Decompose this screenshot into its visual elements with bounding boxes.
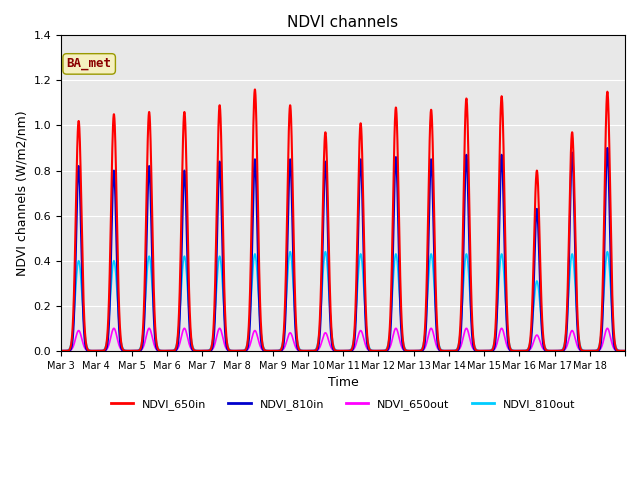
NDVI_650in <box>57 348 65 354</box>
X-axis label: Time: Time <box>328 376 358 389</box>
NDVI_810out <box>415 348 423 353</box>
NDVI_650out <box>604 325 611 331</box>
NDVI_650in <box>501 229 509 235</box>
NDVI_810out <box>173 342 180 348</box>
Line: NDVI_810out: NDVI_810out <box>61 252 625 351</box>
NDVI_650out <box>57 348 65 354</box>
NDVI_650out <box>173 347 180 353</box>
NDVI_650out <box>465 332 473 338</box>
NDVI_810in <box>615 348 623 354</box>
NDVI_650out <box>501 335 509 341</box>
NDVI_810in <box>621 348 629 354</box>
NDVI_810out <box>615 348 623 353</box>
NDVI_810in <box>173 347 180 352</box>
NDVI_650in <box>535 211 543 216</box>
NDVI_650in <box>621 348 629 354</box>
NDVI_810out <box>604 249 611 254</box>
NDVI_650out <box>535 335 543 341</box>
NDVI_810in <box>535 241 543 247</box>
NDVI_650out <box>415 348 423 354</box>
NDVI_650out <box>621 348 629 354</box>
NDVI_810out <box>57 348 65 354</box>
NDVI_650in <box>173 343 180 349</box>
NDVI_810out <box>501 288 509 294</box>
NDVI_810in <box>465 232 473 238</box>
Text: BA_met: BA_met <box>67 58 111 71</box>
NDVI_810out <box>535 288 543 294</box>
NDVI_650in <box>415 348 423 354</box>
NDVI_810out <box>621 348 629 354</box>
NDVI_810in <box>501 264 509 270</box>
NDVI_650in <box>251 86 259 92</box>
NDVI_650in <box>465 192 473 198</box>
Y-axis label: NDVI channels (W/m2/nm): NDVI channels (W/m2/nm) <box>15 110 28 276</box>
NDVI_650in <box>615 348 623 354</box>
NDVI_810in <box>604 145 611 151</box>
NDVI_810in <box>57 348 65 354</box>
Legend: NDVI_650in, NDVI_810in, NDVI_650out, NDVI_810out: NDVI_650in, NDVI_810in, NDVI_650out, NDV… <box>106 395 580 415</box>
Line: NDVI_810in: NDVI_810in <box>61 148 625 351</box>
Line: NDVI_650out: NDVI_650out <box>61 328 625 351</box>
NDVI_810in <box>415 348 423 354</box>
NDVI_810out <box>465 276 473 281</box>
Title: NDVI channels: NDVI channels <box>287 15 399 30</box>
NDVI_650out <box>615 348 623 354</box>
Line: NDVI_650in: NDVI_650in <box>61 89 625 351</box>
